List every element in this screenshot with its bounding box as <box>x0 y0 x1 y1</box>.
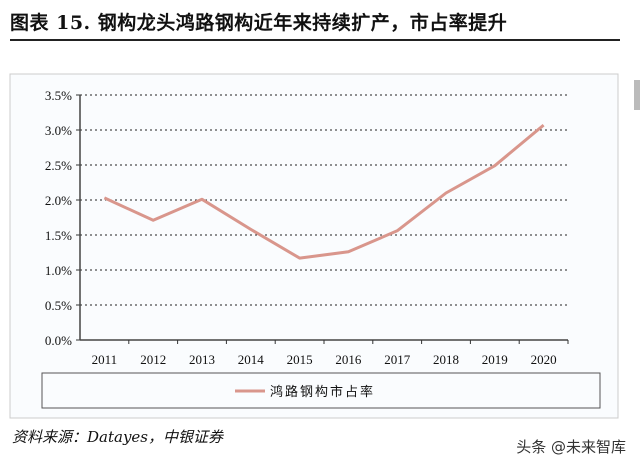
x-tick-label: 2018 <box>433 352 459 367</box>
source-note: 资料来源：Datayes，中银证券 <box>12 428 223 446</box>
y-tick-label: 1.5% <box>45 228 72 243</box>
scrollbar[interactable] <box>634 80 640 110</box>
x-tick-label: 2015 <box>287 352 313 367</box>
chart-frame <box>9 73 619 419</box>
legend-box <box>41 372 601 409</box>
title-rule <box>10 39 620 41</box>
y-tick-label: 2.0% <box>45 193 72 208</box>
x-tick-label: 2012 <box>140 352 166 367</box>
legend-label: 鸿路钢构市占率 <box>270 384 375 400</box>
x-tick-label: 2020 <box>531 352 557 367</box>
x-tick-label: 2019 <box>482 352 508 367</box>
x-tick-label: 2017 <box>384 352 411 367</box>
y-tick-label: 2.5% <box>45 158 72 173</box>
y-tick-label: 0.5% <box>45 298 72 313</box>
watermark: 头条 @未来智库 <box>516 438 626 456</box>
y-tick-label: 1.0% <box>45 263 72 278</box>
figure-title: 图表 15. 钢构龙头鸿路钢构近年来持续扩产，市占率提升 <box>10 12 508 34</box>
y-tick-label: 3.5% <box>45 88 72 103</box>
x-tick-label: 2013 <box>189 352 215 367</box>
y-tick-label: 3.0% <box>45 123 72 138</box>
x-tick-label: 2011 <box>92 352 118 367</box>
series-line <box>103 123 545 260</box>
x-tick-label: 2014 <box>238 352 265 367</box>
y-tick-label: 0.0% <box>45 333 72 348</box>
x-tick-label: 2016 <box>335 352 362 367</box>
